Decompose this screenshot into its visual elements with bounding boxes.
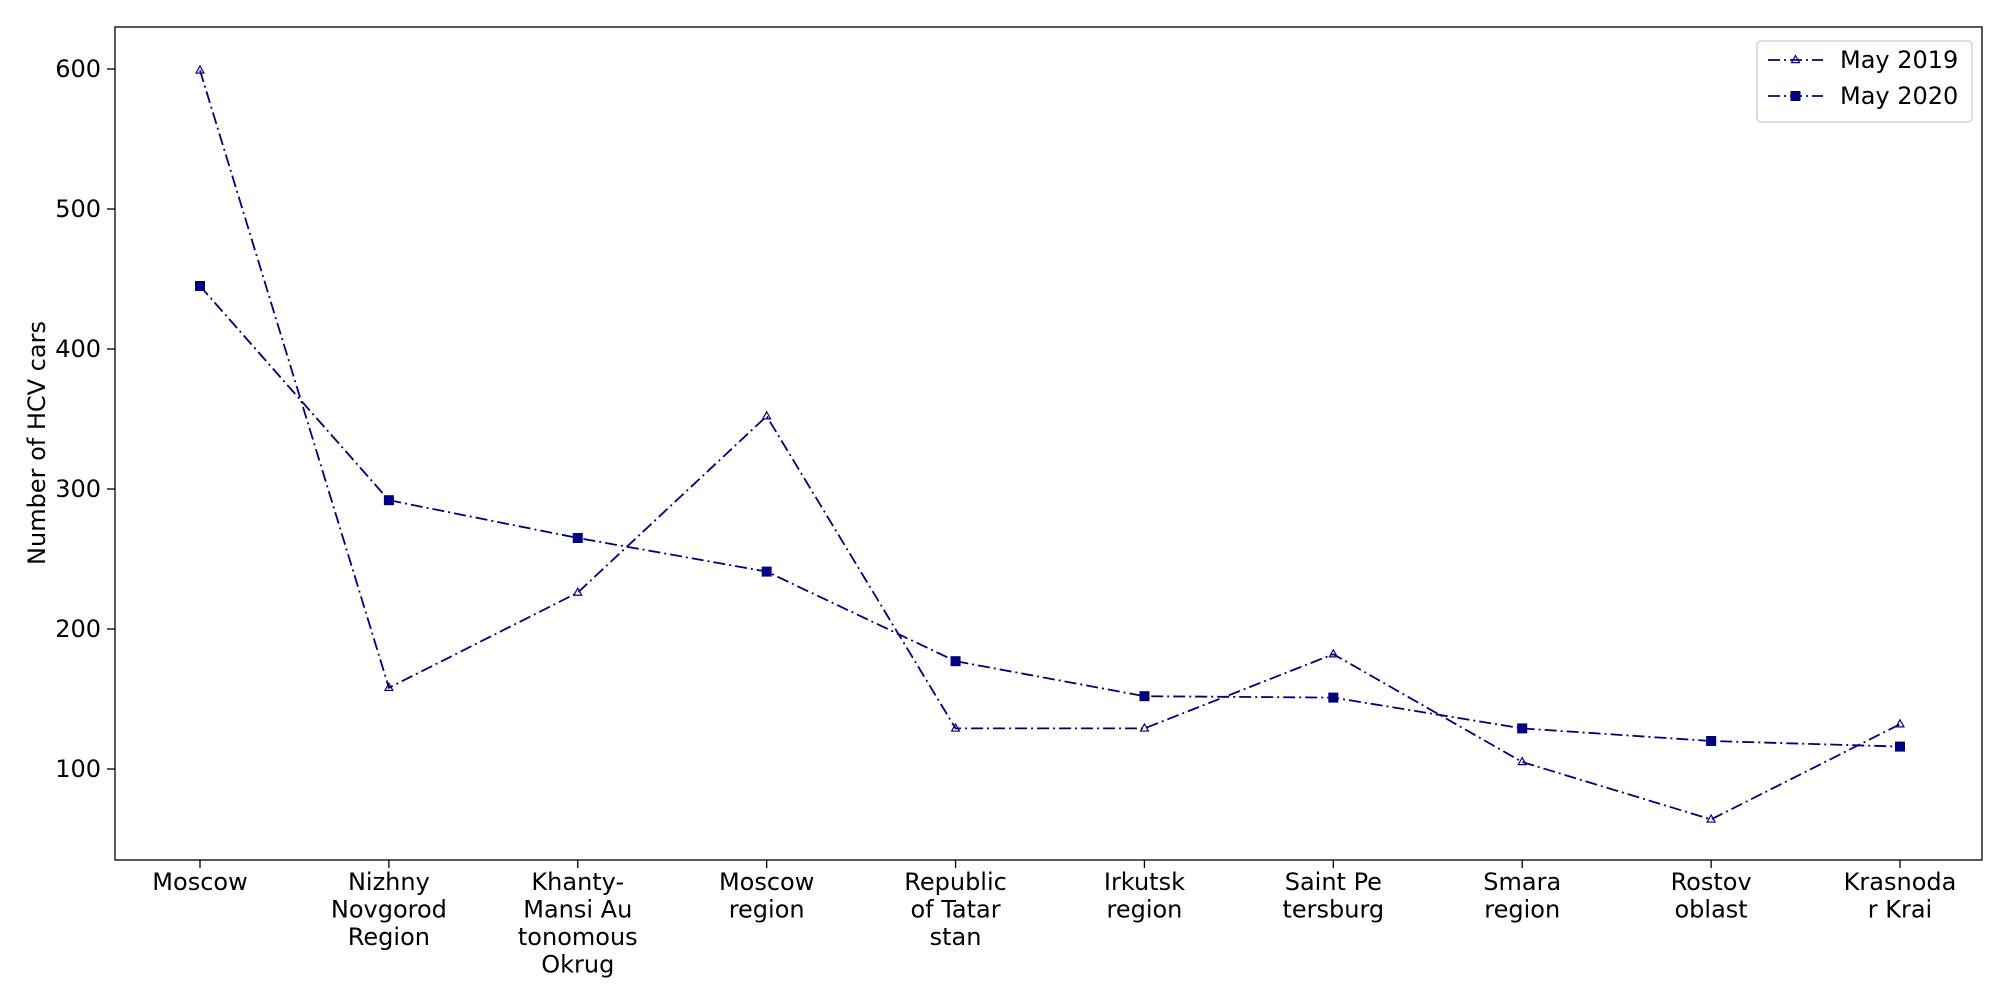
x-tick-label: Moscow: [152, 868, 247, 896]
legend-marker: [1790, 91, 1801, 101]
series-1: [195, 281, 1905, 752]
x-tick-label-line: Krasnoda: [1844, 868, 1957, 896]
y-tick-label: 100: [55, 755, 101, 783]
x-tick-label-line: Novgorod: [331, 896, 447, 924]
legend-entry: May 2020: [1768, 82, 1958, 110]
series-line: [199, 285, 1901, 748]
x-tick-label: Rostov oblast: [1671, 868, 1752, 924]
x-tick-label-line: Republic: [904, 868, 1007, 896]
series-line: [199, 70, 1901, 821]
x-tick-label: Smara region: [1483, 868, 1561, 924]
x-tick-label: Irkutsk region: [1104, 868, 1185, 924]
data-point: [761, 566, 772, 577]
x-tick-label-line: Saint Pe: [1285, 868, 1382, 896]
x-tick-label: Nizhny Novgorod Region: [331, 868, 447, 951]
y-tick-label: 500: [55, 195, 101, 223]
data-point: [195, 281, 205, 291]
x-tick-label-line: tonomous: [518, 923, 638, 951]
data-point: [1706, 813, 1717, 823]
legend-entry: May 2019: [1768, 46, 1958, 74]
x-tick-label-line: Irkutsk: [1104, 868, 1185, 896]
plot-area: [114, 26, 1983, 861]
data-point: [383, 495, 394, 506]
x-axis: Moscow Nizhny Novgorod Region Khanty-Mansi A…: [152, 860, 1956, 979]
data-point: [1895, 741, 1905, 752]
x-tick-label: Saint Pe tersburg: [1282, 868, 1384, 924]
x-tick-label: Krasnoda r Krai: [1844, 868, 1957, 924]
x-tick-label-line: Moscow: [152, 868, 247, 896]
data-point: [195, 64, 205, 74]
y-axis: 100 200 300 400 500 600: [55, 55, 115, 783]
y-tick-label: 200: [55, 615, 101, 643]
x-tick-label-line: stan: [930, 923, 982, 951]
legend-box: [1756, 40, 1973, 123]
legend-marker: [1790, 54, 1801, 64]
x-tick-label-line: region: [729, 896, 805, 924]
x-tick-label-line: Moscow: [719, 868, 814, 896]
x-tick-label-line: Region: [348, 923, 430, 951]
y-axis-label: Number of HCV cars: [23, 321, 51, 565]
data-point: [1328, 692, 1339, 703]
data-point: [761, 410, 772, 420]
x-tick-label-line: Okrug: [541, 951, 614, 979]
x-tick-label-line: r Krai: [1868, 896, 1932, 924]
data-point: [1517, 723, 1528, 734]
x-tick-label-line: Khanty-: [531, 868, 624, 896]
x-tick-label-line: region: [1484, 896, 1560, 924]
series-layer: [195, 64, 1905, 823]
data-point: [383, 682, 394, 692]
data-point: [1517, 756, 1528, 766]
data-point: [1139, 691, 1150, 702]
x-tick-label: Moscow region: [719, 868, 814, 924]
y-tick-label: 600: [55, 55, 101, 83]
x-tick-label-line: Smara: [1483, 868, 1561, 896]
data-point: [950, 722, 961, 732]
data-point: [572, 586, 583, 596]
y-tick-label: 400: [55, 335, 101, 363]
data-point: [1706, 736, 1717, 746]
legend-label: May 2019: [1840, 46, 1958, 74]
legend-label: May 2020: [1840, 82, 1958, 110]
x-tick-label-line: oblast: [1675, 896, 1748, 924]
x-tick-label-line: Nizhny: [348, 868, 430, 896]
x-tick-label-line: Rostov: [1671, 868, 1752, 896]
x-tick-label-line: tersburg: [1282, 896, 1384, 924]
x-tick-label-line: Mansi Au: [523, 896, 632, 924]
series-0: [195, 64, 1905, 823]
data-point: [1139, 722, 1150, 732]
x-tick-label-line: of Tatar: [910, 896, 1000, 924]
data-point: [950, 656, 961, 667]
x-tick-label-line: region: [1106, 896, 1182, 924]
y-tick-label: 300: [55, 475, 101, 503]
data-point: [572, 533, 583, 543]
data-point: [1328, 648, 1339, 658]
x-tick-label: Republic of Tatar stan: [904, 868, 1007, 951]
legend: May 2019 May 2020: [1756, 40, 1973, 123]
x-tick-label: Khanty-Mansi Au tonomous Okrug: [518, 868, 638, 979]
data-point: [1895, 718, 1905, 728]
